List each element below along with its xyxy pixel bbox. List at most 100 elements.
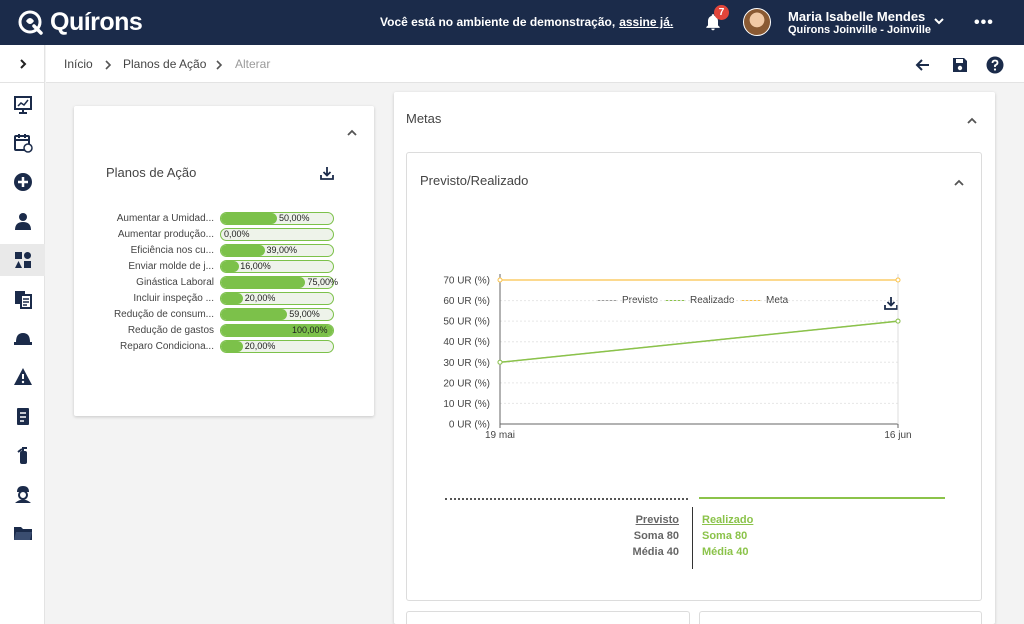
user-org[interactable]: Quírons Joinville - Joinville	[788, 24, 932, 36]
users-icon	[14, 213, 31, 230]
sidebar-item-fire[interactable]	[0, 439, 45, 471]
y-tick-label: 30 UR (%)	[443, 358, 490, 369]
plano-progress-fill	[221, 293, 244, 304]
plano-progress-value: 20,00%	[244, 293, 276, 303]
y-tick-label: 40 UR (%)	[443, 337, 490, 348]
help-button[interactable]	[984, 54, 1006, 76]
demo-message-text: Você está no ambiente de demonstração,	[380, 15, 616, 29]
y-tick-label: 60 UR (%)	[443, 296, 490, 307]
sidebar-item-documents[interactable]	[0, 283, 45, 315]
sidebar-item-files[interactable]	[0, 517, 45, 549]
sidebar-item-workers[interactable]	[0, 478, 45, 510]
sidebar-item-dashboard[interactable]	[0, 89, 45, 121]
collapse-previsto-button[interactable]	[953, 175, 965, 193]
chevron-right-icon	[103, 58, 113, 76]
breadcrumb-inicio[interactable]: Início	[64, 57, 93, 71]
plano-progress-track	[220, 228, 334, 241]
plano-progress-track	[220, 212, 334, 225]
plano-row[interactable]: Reparo Condiciona... 20,00%	[74, 340, 374, 354]
chevron-down-icon[interactable]	[932, 14, 946, 33]
plano-row[interactable]: Incluir inspeção ... 20,00%	[74, 292, 374, 306]
plano-row[interactable]: Aumentar produção... 0,00%	[74, 228, 374, 242]
metas-sub-card-right	[699, 611, 982, 624]
add-circle-icon	[13, 173, 32, 191]
sidebar-toggle-button[interactable]	[0, 45, 45, 83]
back-button[interactable]	[912, 54, 934, 76]
plano-progress-track	[220, 276, 334, 289]
collapse-planos-button[interactable]	[346, 125, 358, 143]
data-point-meta	[497, 277, 503, 283]
notifications-badge: 7	[714, 5, 729, 20]
summary-realizado-label[interactable]: Realizado	[702, 514, 754, 526]
plano-progress-value: 16,00%	[240, 261, 271, 271]
summary-divider	[692, 507, 693, 569]
sidebar-item-add[interactable]	[0, 166, 45, 198]
plano-label: Aumentar produção...	[117, 229, 214, 240]
plano-label: Ginástica Laboral	[136, 277, 214, 288]
logo[interactable]: Quírons	[18, 8, 143, 37]
plano-progress-value: 39,00%	[266, 245, 297, 255]
plano-row[interactable]: Ginástica Laboral 75,00%	[74, 276, 374, 290]
plano-progress-value: 0,00%	[224, 229, 250, 239]
help-icon	[986, 56, 1004, 74]
plano-row[interactable]: Eficiência nos cu... 39,00%	[74, 244, 374, 258]
breadcrumb-planos[interactable]: Planos de Ação	[123, 57, 207, 71]
data-point-meta	[895, 277, 901, 283]
plano-progress-value: 50,00%	[279, 213, 310, 223]
clipboard-icon	[16, 408, 29, 425]
plano-progress-value: 59,00%	[289, 309, 320, 319]
demo-message: Você está no ambiente de demonstração, as…	[380, 15, 673, 29]
metas-sub-card-left	[406, 611, 690, 624]
y-tick-label: 70 UR (%)	[443, 276, 490, 287]
more-menu-button[interactable]: •••	[974, 14, 994, 31]
sidebar-item-modules[interactable]	[0, 244, 45, 276]
plano-progress-track	[220, 260, 334, 273]
chevron-right-icon	[19, 58, 26, 69]
plano-label: Redução de gastos	[127, 325, 214, 336]
plano-row[interactable]: Redução de gastos 100,00%	[74, 324, 374, 338]
plano-row[interactable]: Enviar molde de j... 16,00%	[74, 260, 374, 274]
chevron-up-icon	[347, 129, 357, 136]
save-button[interactable]	[949, 54, 971, 76]
sidebar-item-checklist[interactable]	[0, 400, 45, 432]
plano-label: Reparo Condiciona...	[120, 341, 214, 352]
plano-row[interactable]: Aumentar a Umidad... 50,00%	[74, 212, 374, 226]
series-line-realizado	[499, 320, 899, 364]
chevron-up-icon	[954, 179, 964, 186]
summary-previsto-media: Média 40	[632, 546, 679, 558]
top-bar: Quírons Você está no ambiente de demonst…	[0, 0, 1024, 45]
y-tick-label: 10 UR (%)	[443, 399, 490, 410]
download-planos-button[interactable]	[320, 166, 334, 185]
x-tick-label: 16 jun	[884, 430, 911, 441]
calendar-clock-icon	[13, 134, 33, 153]
chevron-up-icon	[967, 117, 977, 124]
documents-icon	[14, 291, 32, 309]
plano-progress-value: 20,00%	[244, 341, 276, 351]
plano-label: Aumentar a Umidad...	[116, 213, 214, 224]
sidebar-item-calendar[interactable]	[0, 127, 45, 159]
sidebar-item-risks[interactable]	[0, 361, 45, 393]
user-avatar[interactable]	[743, 8, 771, 36]
plano-progress-track	[220, 292, 334, 305]
summary-previsto-soma: Soma 80	[633, 530, 679, 542]
folder-icon	[13, 527, 32, 540]
previsto-realizado-title: Previsto/Realizado	[420, 173, 529, 188]
sidebar-item-safety[interactable]	[0, 322, 45, 354]
plano-row[interactable]: Redução de consum... 59,00%	[74, 308, 374, 322]
previsto-summary-line	[445, 498, 688, 500]
logo-text: Quírons	[50, 8, 143, 36]
y-tick-label: 50 UR (%)	[443, 317, 490, 328]
plano-label: Redução de consum...	[113, 309, 214, 320]
download-icon	[884, 297, 898, 310]
summary-previsto-label[interactable]: Previsto	[635, 514, 679, 526]
subscribe-link[interactable]: assine já.	[619, 15, 674, 29]
arrow-left-icon	[915, 59, 929, 71]
download-chart-button[interactable]	[884, 296, 898, 315]
breadcrumb-current: Alterar	[235, 57, 271, 71]
modules-icon	[14, 252, 31, 268]
collapse-metas-button[interactable]	[966, 113, 978, 131]
user-name[interactable]: Maria Isabelle Mendes	[788, 9, 926, 24]
plano-progress-track	[220, 324, 334, 337]
sidebar-item-users[interactable]	[0, 205, 45, 237]
plano-progress-fill	[221, 325, 333, 336]
